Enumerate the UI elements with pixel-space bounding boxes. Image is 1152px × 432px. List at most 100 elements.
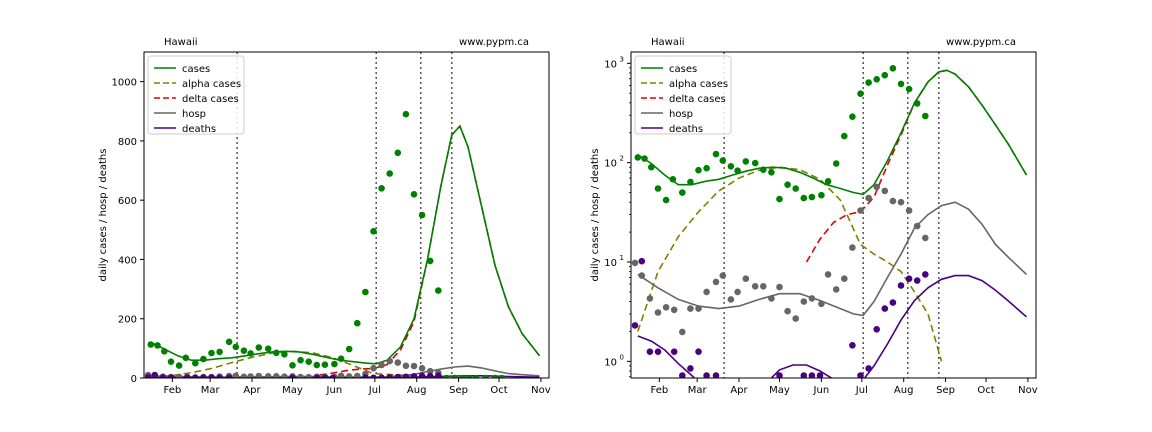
log-chart-panel: Hawaii www.pypm.ca daily cases / hosp / …: [590, 37, 1038, 396]
data-point-hosp: [426, 367, 434, 375]
x-tick-label: Mar: [201, 385, 221, 396]
series-line-deaths: [637, 274, 1028, 378]
legend-box: [147, 55, 245, 135]
data-point-deaths: [808, 372, 816, 378]
data-point-cases: [305, 358, 313, 366]
legend-label: deaths: [182, 124, 216, 135]
data-point-cases: [273, 349, 280, 357]
data-point-hosp: [881, 187, 889, 195]
data-point-hosp: [638, 272, 646, 279]
data-point-cases: [232, 343, 240, 351]
data-point-cases: [818, 191, 825, 199]
data-point-hosp: [679, 328, 686, 336]
data-point-cases: [386, 170, 394, 177]
data-point-cases: [687, 178, 694, 186]
data-point-hosp: [273, 373, 280, 378]
data-point-cases: [435, 287, 442, 294]
data-point-hosp: [370, 364, 377, 372]
data-point-hosp: [410, 362, 418, 370]
y-tick-label: 400: [118, 255, 137, 266]
data-point-cases: [410, 191, 418, 198]
data-point-hosp: [808, 295, 816, 302]
data-point-deaths: [865, 365, 872, 372]
data-point-cases: [281, 351, 288, 358]
x-tick-label: May: [769, 385, 790, 396]
data-point-cases: [768, 169, 775, 176]
data-point-cases: [289, 362, 296, 369]
data-point-deaths: [378, 374, 385, 378]
data-point-cases: [641, 155, 648, 162]
x-tick-label: Oct: [490, 385, 507, 396]
legend-label: delta cases: [182, 94, 239, 105]
data-point-cases: [418, 211, 426, 219]
data-point-deaths: [873, 326, 880, 333]
data-point-hosp: [264, 373, 272, 378]
data-point-cases: [776, 195, 783, 203]
data-point-cases: [247, 350, 254, 357]
y-tick-exponent: 2: [620, 155, 624, 163]
data-point-cases: [147, 341, 155, 348]
data-point-deaths: [631, 322, 639, 329]
legend-box: [634, 55, 732, 135]
legend-label: hosp: [669, 109, 693, 120]
data-point-cases: [727, 163, 735, 170]
data-point-cases: [426, 257, 434, 265]
legend-label: cases: [182, 64, 210, 75]
data-point-cases: [255, 344, 263, 351]
data-point-hosp: [378, 361, 385, 369]
x-tick-label: Aug: [894, 385, 914, 396]
data-point-cases: [370, 228, 377, 235]
data-point-cases: [208, 349, 215, 357]
data-point-deaths: [410, 373, 418, 378]
data-point-hosp: [849, 244, 856, 251]
data-point-deaths: [313, 374, 321, 378]
data-point-deaths: [897, 282, 905, 289]
y-tick-exponent: 0: [620, 353, 624, 361]
data-point-deaths: [703, 372, 710, 378]
data-point-deaths: [225, 374, 233, 378]
data-point-cases: [905, 85, 913, 93]
chart-corner-text-right: www.pypm.ca: [946, 37, 1016, 48]
data-point-cases: [873, 76, 880, 83]
data-point-cases: [225, 338, 233, 346]
data-point-cases: [784, 181, 791, 188]
data-point-deaths: [144, 374, 152, 378]
legend-label: cases: [669, 64, 697, 75]
chart-corner-text-left: Hawaii: [164, 37, 198, 48]
plot-area: [631, 52, 1028, 378]
chart-corner-text-left: Hawaii: [651, 37, 685, 48]
data-point-cases: [161, 348, 168, 355]
data-point-deaths: [192, 374, 199, 378]
data-point-cases: [800, 194, 808, 202]
data-point-hosp: [337, 372, 345, 378]
data-point-cases: [679, 189, 686, 196]
data-point-cases: [402, 110, 410, 118]
y-tick-label: 800: [118, 137, 137, 148]
data-point-cases: [182, 354, 190, 362]
data-point-hosp: [631, 259, 639, 267]
data-point-hosp: [832, 286, 840, 293]
data-point-hosp: [687, 305, 694, 312]
data-point-cases: [466, 374, 473, 378]
data-point-cases: [321, 361, 329, 369]
data-point-cases: [216, 348, 223, 356]
data-point-hosp: [768, 295, 775, 302]
data-point-cases: [751, 159, 759, 167]
data-point-hosp: [305, 373, 312, 378]
data-point-hosp: [255, 372, 263, 378]
data-point-deaths: [816, 372, 824, 378]
data-point-hosp: [776, 283, 783, 291]
data-point-cases: [482, 374, 489, 378]
y-axis-label: daily cases / hosp / deaths: [98, 149, 109, 282]
data-point-deaths: [857, 372, 864, 378]
data-point-cases: [669, 176, 677, 183]
y-tick-label: 10: [604, 159, 617, 170]
data-point-hosp: [841, 275, 848, 283]
data-point-cases: [634, 154, 642, 161]
data-point-cases: [362, 288, 369, 296]
plot-area: [144, 52, 541, 378]
data-point-cases: [841, 132, 848, 140]
data-point-cases: [712, 150, 720, 158]
data-point-hosp: [922, 234, 929, 242]
data-point-deaths: [889, 299, 897, 306]
